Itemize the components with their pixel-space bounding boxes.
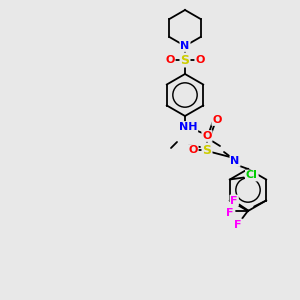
Text: O: O [188, 145, 198, 155]
Text: Cl: Cl [246, 170, 258, 181]
Text: O: O [165, 55, 175, 65]
Text: O: O [202, 131, 212, 141]
Text: N: N [180, 41, 190, 51]
Text: F: F [234, 220, 242, 230]
Text: S: S [181, 53, 190, 67]
Text: F: F [226, 208, 234, 218]
Text: NH: NH [179, 122, 197, 132]
Text: F: F [230, 196, 238, 206]
Text: O: O [212, 115, 222, 125]
Text: N: N [230, 156, 240, 166]
Text: S: S [202, 143, 211, 157]
Text: O: O [195, 55, 205, 65]
